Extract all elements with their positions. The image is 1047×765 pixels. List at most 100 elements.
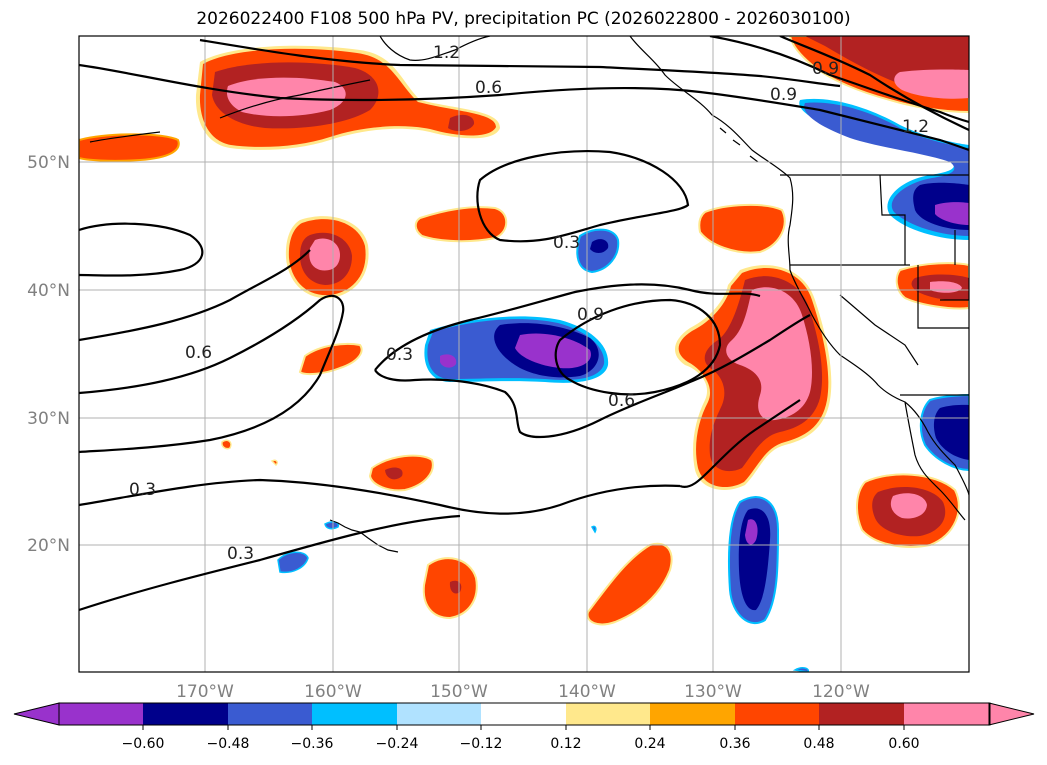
shade-blob-northwest xyxy=(195,45,500,150)
shade-blob-northeast xyxy=(788,36,969,114)
aleutians-west xyxy=(89,131,161,143)
colorbar-segment xyxy=(481,703,567,725)
shade-speck xyxy=(221,439,232,450)
colorbar-tick-label: 0.60 xyxy=(888,736,919,752)
shade-blob-northeast-negative xyxy=(799,98,969,240)
shade-blob-south-west xyxy=(422,557,478,620)
colorbar-border xyxy=(58,702,991,726)
lat-label: 20°N xyxy=(27,536,70,556)
colorbar-extend-max xyxy=(988,702,1035,726)
contour-label: 1.2 xyxy=(433,43,460,63)
colorbar-tick-label: −0.48 xyxy=(207,736,250,752)
colorbar-tick-label: −0.24 xyxy=(376,736,419,752)
colorbar-segment xyxy=(143,703,229,725)
bc-islands xyxy=(719,127,759,163)
shade-speck-negative xyxy=(277,551,309,574)
contour-label: 0.3 xyxy=(129,480,156,500)
shade-speck-negative xyxy=(324,521,340,530)
lon-label: 120°W xyxy=(812,682,870,702)
contour-label: 0.6 xyxy=(185,343,212,363)
contour-1p2-northeast xyxy=(779,36,969,131)
aleutians xyxy=(219,79,371,119)
shade-blob-southeast xyxy=(856,473,960,548)
contour-0p3-south-b xyxy=(79,514,461,612)
shade-blob-central-negative xyxy=(424,316,609,383)
shade-blob-west-edge xyxy=(79,133,180,162)
colorbar-segment xyxy=(735,703,820,725)
contour-0p6-west-b xyxy=(79,294,345,454)
colorbar-tick-label: −0.36 xyxy=(291,736,334,752)
contour-label: 0.9 xyxy=(577,305,604,325)
contour-0p6-central xyxy=(374,314,811,439)
contour-label: 0.3 xyxy=(386,345,413,365)
border-ca-nv xyxy=(839,294,919,366)
longitude-labels: 170°W 160°W 150°W 140°W 130°W 120°W xyxy=(176,682,870,702)
contour-0p6-north xyxy=(79,63,969,152)
colorbar-segment xyxy=(819,703,905,725)
lat-label: 50°N xyxy=(27,153,70,173)
colorbar-segment xyxy=(566,703,651,725)
colorbar-segment xyxy=(59,703,144,725)
map-frame xyxy=(78,35,970,673)
shade-blob-south-negative xyxy=(728,496,780,625)
contour-0p6-coastal xyxy=(679,399,801,488)
pv-contours xyxy=(79,36,969,612)
contour-label: 0.3 xyxy=(227,544,254,564)
contour-0p9-northeast xyxy=(709,36,969,124)
colorbar-tick-label: −0.12 xyxy=(460,736,503,752)
contour-0p6-west-a xyxy=(79,249,311,342)
shaded-field-layer xyxy=(79,36,969,672)
contour-label: 1.2 xyxy=(902,117,929,137)
colorbar-tick-label: 0.48 xyxy=(803,736,834,752)
lon-label: 150°W xyxy=(430,682,488,702)
contour-0p3-central xyxy=(374,283,761,371)
lat-label: 30°N xyxy=(27,409,70,429)
colorbar-segment xyxy=(312,703,398,725)
coastline-west-north-america xyxy=(629,36,969,496)
border-nevada xyxy=(917,265,969,329)
contour-0p9-closed xyxy=(554,298,722,396)
contour-labels: 1.2 0.6 0.9 0.9 1.2 0.3 0.9 0.3 0.6 0.6 … xyxy=(129,43,929,564)
shade-speck-negative xyxy=(590,525,597,534)
contour-label: 0.9 xyxy=(770,85,797,105)
shade-speck xyxy=(270,459,278,467)
shade-blob-small-negative xyxy=(576,228,620,274)
contour-1p2-north xyxy=(199,38,841,88)
shade-blob-south-central xyxy=(586,542,673,626)
graticule xyxy=(79,36,969,672)
colorbar-segment xyxy=(904,703,990,725)
shade-blob-east-30n-negative xyxy=(919,393,969,472)
latitude-labels: 50°N 40°N 30°N 20°N xyxy=(27,153,70,556)
lon-label: 160°W xyxy=(304,682,362,702)
shade-blob-east-40n xyxy=(895,262,969,310)
colorbar-tick-label: 0.12 xyxy=(550,736,581,752)
contour-0p3-south-a xyxy=(79,478,681,515)
lon-label: 170°W xyxy=(176,682,234,702)
colorbar-segment xyxy=(650,703,736,725)
shade-blob-central-west xyxy=(285,216,369,299)
shade-blob-small-south xyxy=(368,454,434,492)
border-idaho xyxy=(879,174,906,265)
shade-blob-small-west xyxy=(298,342,363,376)
colorbar-tick-label: 0.36 xyxy=(719,736,750,752)
map-title: 2026022400 F108 500 hPa PV, precipitatio… xyxy=(196,9,851,29)
lat-label: 40°N xyxy=(27,281,70,301)
coastline-alaska xyxy=(379,36,491,61)
coastline-baja xyxy=(904,401,966,521)
lon-label: 130°W xyxy=(684,682,742,702)
colorbar-extend-min xyxy=(13,702,60,726)
colorbar-segment xyxy=(397,703,482,725)
contour-0p3-closed-north xyxy=(476,150,690,243)
colorbar-tick-label: −0.60 xyxy=(122,736,165,752)
colorbar-segment xyxy=(228,703,313,725)
shade-blob-off-coast-north xyxy=(698,203,786,254)
lon-label: 140°W xyxy=(558,682,616,702)
contour-label: 0.9 xyxy=(812,59,839,79)
colorbar: −0.60 −0.48 −0.36 −0.24 −0.12 0.12 0.24 … xyxy=(13,702,1035,752)
contour-label: 0.3 xyxy=(553,233,580,253)
contour-0p3-west xyxy=(79,222,204,277)
contour-label: 0.6 xyxy=(608,391,635,411)
colorbar-tick-label: 0.24 xyxy=(634,736,665,752)
contour-label: 0.6 xyxy=(475,78,502,98)
